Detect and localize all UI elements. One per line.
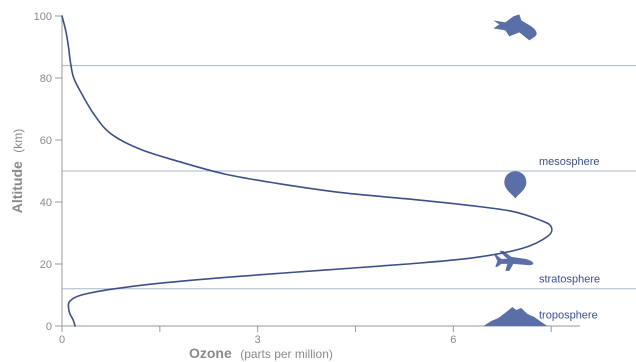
y-tick-label-2: 40 [40,197,52,209]
y-tick-label-1: 20 [40,259,52,271]
layer-label-mesosphere: mesosphere [539,156,600,168]
y-axis-title-main: Altitude [9,161,25,213]
y-tick-label-5: 100 [34,11,52,23]
y-axis-title-unit: (km) [11,129,25,153]
space-shuttle-icon [493,14,537,41]
balloon-icon [504,171,527,199]
ozone-profile-line-0 [61,15,553,327]
y-axis-title: Altitude (km) [9,129,26,214]
x-tick-label-1: 3 [255,334,261,346]
y-tick-label-4: 80 [40,73,52,85]
layer-label-troposphere: troposphere [539,309,598,321]
layer-label-stratosphere: stratosphere [539,274,600,286]
airplane-icon [494,250,534,271]
x-axis-title-unit: (parts per million) [240,347,333,361]
x-tick-label-0: 0 [59,334,65,346]
icons [483,14,548,326]
layer-boundaries [62,65,636,290]
y-tick-label-3: 60 [40,135,52,147]
x-tick-label-2: 6 [450,334,456,346]
series [61,15,553,327]
layer-labels: troposphere stratosphere mesosphere [539,156,600,321]
y-tick-label-0: 0 [46,321,52,333]
x-axis-title-main: Ozone [189,345,232,361]
ticks: 0 20 40 60 80 100 0 3 6 [34,11,552,346]
mountain-icon [483,307,548,326]
x-axis-title: Ozone (parts per million) [189,345,333,362]
